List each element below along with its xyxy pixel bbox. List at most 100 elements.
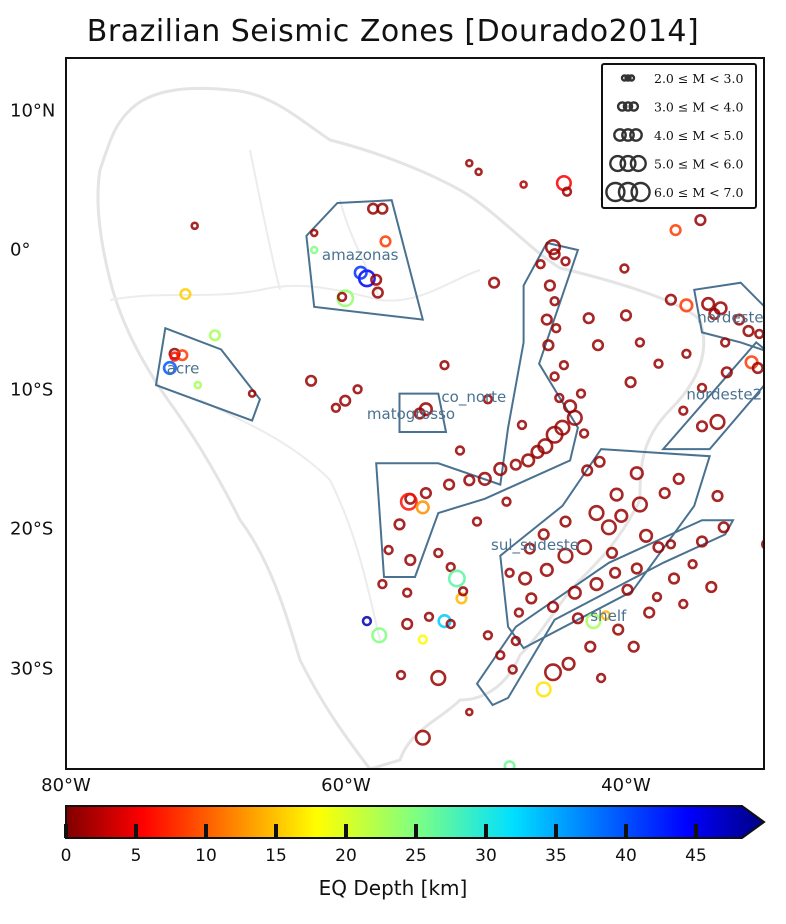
earthquake-marker xyxy=(376,202,389,215)
earthquake-marker xyxy=(651,591,663,603)
zone-label-nordeste2: nordeste2 xyxy=(686,385,762,403)
earthquake-marker xyxy=(627,640,640,653)
earthquake-marker xyxy=(658,487,671,500)
colorbar-tick-label: 45 xyxy=(685,846,707,866)
earthquake-marker xyxy=(169,351,180,362)
earthquake-marker xyxy=(361,615,373,627)
x-tick-label: 60°W xyxy=(321,775,371,796)
earthquake-marker xyxy=(457,586,469,597)
zone-acre xyxy=(154,326,262,422)
plot-frame xyxy=(65,57,765,770)
x-tick-label: 40°W xyxy=(601,775,651,796)
earthquake-marker xyxy=(695,420,709,433)
earthquake-marker xyxy=(488,276,501,289)
earthquake-marker xyxy=(510,635,521,647)
earthquake-marker xyxy=(477,471,492,487)
earthquake-marker xyxy=(399,492,418,511)
earthquake-marker xyxy=(545,425,564,444)
earthquake-marker xyxy=(383,544,394,556)
earthquake-marker xyxy=(513,607,525,618)
legend-marker xyxy=(605,181,626,203)
legend-marker xyxy=(628,101,640,112)
earthquake-marker xyxy=(339,394,352,407)
chart-title: Brazilian Seismic Zones [Dourado2014] xyxy=(86,14,700,49)
earthquake-marker xyxy=(464,707,474,717)
earthquake-marker xyxy=(560,256,571,267)
earthquake-marker xyxy=(415,500,430,515)
earthquake-marker xyxy=(393,518,406,531)
river-network xyxy=(109,149,481,641)
earthquake-marker xyxy=(419,487,433,500)
earthquake-marker xyxy=(548,248,561,261)
earthquake-marker xyxy=(537,528,550,541)
earthquake-marker xyxy=(578,428,590,439)
earthquake-marker xyxy=(561,656,576,671)
earthquake-marker xyxy=(705,580,718,594)
earthquake-marker xyxy=(535,259,546,270)
y-tick-label: 0° xyxy=(10,239,31,261)
earthquake-marker xyxy=(549,296,560,307)
earthquake-marker xyxy=(371,286,384,299)
earthquake-marker xyxy=(447,569,466,588)
earthquake-marker xyxy=(493,461,508,477)
earthquake-marker xyxy=(605,546,619,560)
earthquake-marker xyxy=(695,535,709,548)
earthquake-marker xyxy=(414,729,431,746)
earthquake-marker xyxy=(687,558,698,570)
earthquake-marker xyxy=(433,547,444,559)
y-tick-label: 20°S xyxy=(10,518,54,540)
magnitude-legend: 2.0 ≤ M < 3.0 3.0 ≤ M < 4.0 4.0 ≤ M < 5.0 5… xyxy=(601,63,757,209)
earthquake-marker xyxy=(585,612,602,630)
legend-marker xyxy=(629,154,647,173)
legend-marker xyxy=(616,101,628,112)
colorbar-tick-label: 25 xyxy=(405,846,427,866)
zone-label-sul-sudeste: sul_sudeste xyxy=(491,536,579,555)
earthquake-marker xyxy=(566,409,583,426)
legend-marker xyxy=(627,74,636,82)
earthquake-marker xyxy=(694,214,707,227)
earthquake-marker xyxy=(754,328,764,340)
legend-marker xyxy=(621,128,635,142)
legend-marker xyxy=(624,74,632,82)
colorbar-tick-label: 15 xyxy=(265,846,287,866)
earthquake-marker xyxy=(614,508,629,524)
earthquake-marker xyxy=(474,167,483,177)
earthquake-marker xyxy=(464,158,474,168)
earthquake-marker xyxy=(507,664,518,675)
earthquake-marker xyxy=(503,760,516,769)
colorbar-tick-label: 5 xyxy=(130,846,142,866)
earthquake-marker xyxy=(619,263,630,274)
colorbar-tick-label: 10 xyxy=(195,846,217,866)
earthquake-marker xyxy=(443,478,456,491)
earthquake-marker xyxy=(495,649,506,661)
earthquake-marker xyxy=(672,472,685,486)
x-tick-label: 80°W xyxy=(41,775,91,796)
earthquake-marker xyxy=(530,444,545,460)
zone-nordeste2 xyxy=(661,341,764,451)
zone-co-norte xyxy=(375,241,580,578)
earthquake-marker xyxy=(377,578,388,590)
legend-marker xyxy=(617,181,639,203)
legend-marker xyxy=(622,101,634,112)
zone-label-matogrosso: matogrosso xyxy=(367,405,455,423)
earthquake-marker xyxy=(190,221,199,231)
earthquake-marker xyxy=(370,273,383,286)
earthquake-marker xyxy=(561,186,573,197)
earthquake-marker xyxy=(608,566,622,579)
earthquake-marker xyxy=(669,224,682,237)
legend-label: 3.0 ≤ M < 4.0 xyxy=(654,100,743,115)
depth-colorbar xyxy=(64,805,766,839)
earthquake-marker xyxy=(430,669,447,687)
legend-label: 6.0 ≤ M < 7.0 xyxy=(654,185,743,200)
earthquake-marker xyxy=(652,541,665,554)
earthquake-marker xyxy=(379,235,392,248)
earthquake-marker xyxy=(401,617,414,631)
earthquake-marker xyxy=(439,360,450,371)
earthquake-marker xyxy=(550,323,562,334)
legend-label: 2.0 ≤ M < 3.0 xyxy=(654,71,743,86)
earthquake-marker xyxy=(549,371,560,382)
y-tick-label: 10°N xyxy=(10,100,56,122)
earthquake-marker xyxy=(708,307,721,321)
earthquake-marker xyxy=(595,672,607,684)
earthquake-marker xyxy=(554,392,565,404)
